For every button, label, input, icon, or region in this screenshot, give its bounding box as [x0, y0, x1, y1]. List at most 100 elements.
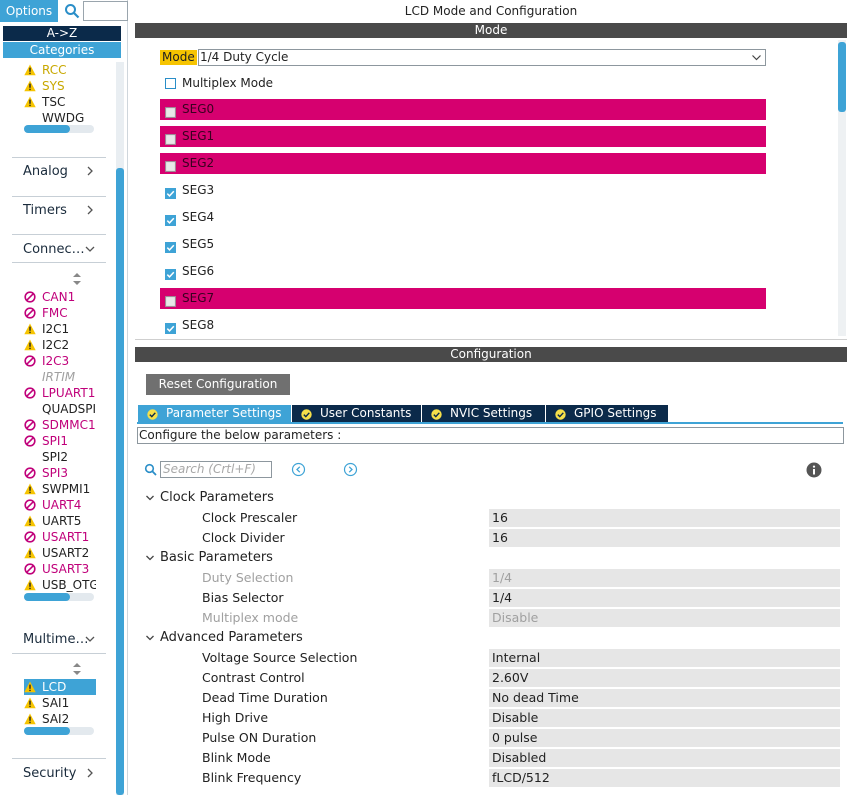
- tab-user-constants[interactable]: User Constants: [292, 405, 421, 422]
- peripheral-item-spi2[interactable]: SPI2: [24, 449, 96, 465]
- segment-checkbox-seg0[interactable]: SEG0: [160, 99, 766, 120]
- param-value-field[interactable]: 16: [489, 509, 840, 527]
- connectivity-hscrollbar[interactable]: [24, 593, 94, 601]
- param-value-field[interactable]: fLCD/512: [489, 769, 840, 787]
- system-hscrollbar[interactable]: [24, 125, 94, 133]
- param-value-field[interactable]: 16: [489, 529, 840, 547]
- peripheral-item-swpmi1[interactable]: SWPMI1: [24, 481, 96, 497]
- segment-checkbox-seg4[interactable]: SEG4: [160, 207, 766, 228]
- param-value-field[interactable]: Disable: [489, 709, 840, 727]
- peripheral-item-sai1[interactable]: SAI1: [24, 695, 96, 711]
- peripheral-item-sys[interactable]: SYS: [24, 78, 96, 94]
- peripheral-item-lcd[interactable]: LCD: [24, 679, 96, 695]
- param-value-field[interactable]: Disabled: [489, 749, 840, 767]
- segment-label: SEG3: [182, 183, 215, 197]
- sidebar-scrollbar-thumb[interactable]: [116, 168, 124, 795]
- segment-checkbox-seg7[interactable]: SEG7: [160, 288, 766, 309]
- peripheral-item-fmc[interactable]: FMC: [24, 305, 96, 321]
- segment-checkbox-seg1[interactable]: SEG1: [160, 126, 766, 147]
- previous-result-icon[interactable]: [291, 462, 306, 477]
- param-name: High Drive: [202, 710, 269, 725]
- peripheral-item-spi3[interactable]: SPI3: [24, 465, 96, 481]
- mode-label: Mode: [160, 50, 197, 65]
- mode-header: Mode: [135, 23, 847, 38]
- peripheral-item-usart2[interactable]: USART2: [24, 545, 96, 561]
- mode-select[interactable]: 1/4 Duty Cycle: [198, 49, 766, 66]
- search-icon: [144, 463, 157, 476]
- peripheral-item-uart5[interactable]: UART5: [24, 513, 96, 529]
- peripheral-item-lpuart1[interactable]: LPUART1: [24, 385, 96, 401]
- peripheral-item-usart3[interactable]: USART3: [24, 561, 96, 577]
- parameter-search-input[interactable]: Search (Crtl+F): [160, 461, 272, 478]
- multimedia-hscrollbar[interactable]: [24, 727, 94, 735]
- peripheral-item-irtim[interactable]: IRTIM: [24, 369, 96, 385]
- search-icon[interactable]: [64, 3, 80, 19]
- peripheral-item-i2c1[interactable]: I2C1: [24, 321, 96, 337]
- param-value-field[interactable]: Internal: [489, 649, 840, 667]
- param-value-field[interactable]: 2.60V: [489, 669, 840, 687]
- param-value-field[interactable]: 0 pulse: [489, 729, 840, 747]
- panel-title: LCD Mode and Configuration: [404, 4, 578, 18]
- param-name: Blink Frequency: [202, 770, 302, 785]
- checkbox-unchecked-icon: [165, 293, 176, 307]
- group-analog[interactable]: Analog: [12, 162, 106, 182]
- blocked-icon: [24, 563, 36, 575]
- sort-arrows-icon[interactable]: [72, 273, 82, 285]
- next-result-icon[interactable]: [343, 462, 358, 477]
- param-name: Pulse ON Duration: [202, 730, 317, 745]
- info-icon[interactable]: [806, 462, 822, 478]
- segment-checkbox-seg8[interactable]: SEG8: [160, 315, 766, 336]
- segment-checkbox-seg2[interactable]: SEG2: [160, 153, 766, 174]
- peripheral-item-quadspi[interactable]: QUADSPI: [24, 401, 96, 417]
- segment-checkbox-seg6[interactable]: SEG6: [160, 261, 766, 282]
- segment-label: SEG1: [182, 129, 215, 143]
- peripheral-label: UART4: [42, 498, 82, 512]
- group-multimedia[interactable]: Multime…: [12, 630, 106, 650]
- options-button[interactable]: Options: [0, 0, 58, 22]
- peripheral-item-rcc[interactable]: RCC: [24, 62, 96, 78]
- mode-scrollbar-track[interactable]: [838, 40, 846, 336]
- peripheral-item-spi1[interactable]: SPI1: [24, 433, 96, 449]
- peripheral-item-can1[interactable]: CAN1: [24, 289, 96, 305]
- peripheral-item-uart4[interactable]: UART4: [24, 497, 96, 513]
- segment-checkbox-seg5[interactable]: SEG5: [160, 234, 766, 255]
- warning-icon: [24, 515, 36, 527]
- mode-scrollbar-thumb[interactable]: [838, 42, 846, 112]
- peripheral-item-usb_otg_fs[interactable]: USB_OTG_FS: [24, 577, 96, 593]
- peripheral-item-sai2[interactable]: SAI2: [24, 711, 96, 727]
- peripheral-item-tsc[interactable]: TSC: [24, 94, 96, 110]
- peripheral-item-sdmmc1[interactable]: SDMMC1: [24, 417, 96, 433]
- tab-gpio-settings[interactable]: GPIO Settings: [546, 405, 668, 422]
- sort-az-button[interactable]: A->Z: [3, 26, 121, 41]
- peripheral-label: I2C1: [42, 322, 70, 336]
- configuration-header: Configuration: [135, 347, 847, 362]
- segment-label: SEG4: [182, 210, 215, 224]
- multiplex-mode-label: Multiplex Mode: [182, 76, 274, 90]
- reset-configuration-button[interactable]: Reset Configuration: [146, 374, 290, 395]
- peripheral-label: I2C2: [42, 338, 70, 352]
- param-name: Duty Selection: [202, 570, 294, 585]
- param-value-field[interactable]: 1/4: [489, 589, 840, 607]
- param-value-field[interactable]: No dead Time: [489, 689, 840, 707]
- blocked-icon: [24, 387, 36, 399]
- peripheral-item-wwdg[interactable]: WWDG: [24, 110, 96, 126]
- section-title: Advanced Parameters: [160, 630, 303, 645]
- group-connectivity[interactable]: Connec…: [12, 240, 106, 260]
- sidebar-search-input[interactable]: [83, 1, 128, 21]
- group-separator: [12, 262, 106, 263]
- peripheral-item-usart1[interactable]: USART1: [24, 529, 96, 545]
- peripheral-item-i2c2[interactable]: I2C2: [24, 337, 96, 353]
- peripheral-label: USART1: [42, 530, 90, 544]
- warning-icon: [24, 80, 36, 92]
- tab-parameter-settings[interactable]: Parameter Settings: [138, 405, 291, 422]
- tab-nvic-settings[interactable]: NVIC Settings: [422, 405, 545, 422]
- segment-checkbox-seg3[interactable]: SEG3: [160, 180, 766, 201]
- tab-underline: [137, 422, 843, 424]
- categories-button[interactable]: Categories: [3, 42, 121, 58]
- peripheral-item-i2c3[interactable]: I2C3: [24, 353, 96, 369]
- sort-arrows-icon[interactable]: [72, 663, 82, 675]
- warning-icon: [24, 483, 36, 495]
- group-timers[interactable]: Timers: [12, 201, 106, 221]
- peripheral-label: SPI1: [42, 434, 69, 448]
- group-security[interactable]: Security: [12, 764, 106, 784]
